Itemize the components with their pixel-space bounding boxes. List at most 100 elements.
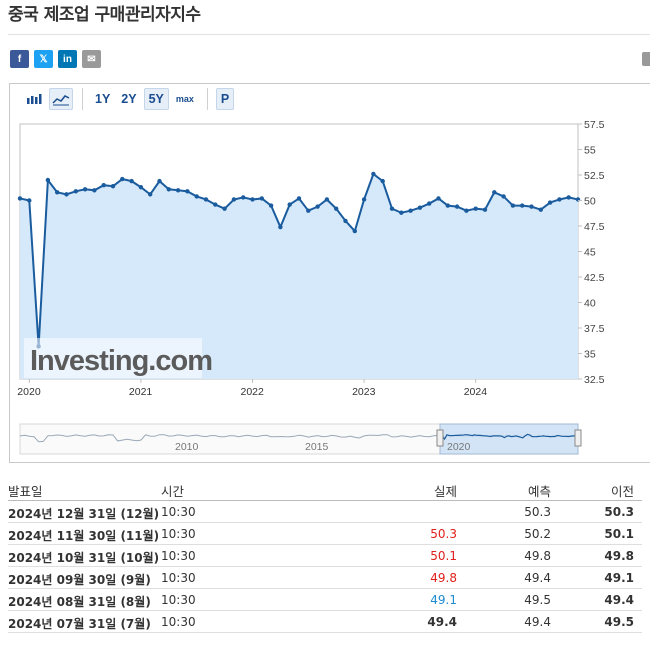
data-point [306,208,311,213]
area-chart-type-icon[interactable] [49,88,73,110]
data-point [259,196,264,201]
header-date[interactable]: 발표일 [8,484,43,499]
p-button[interactable]: P [215,88,235,110]
header-time[interactable]: 시간 [161,484,185,499]
data-point [566,195,571,200]
forecast-value: 49.8 [524,549,551,563]
data-point [417,205,423,210]
data-point [501,194,506,199]
forecast-value: 49.5 [524,593,551,607]
header-actual[interactable]: 실제 [433,484,457,499]
data-point [64,192,69,197]
data-point [166,187,171,192]
data-point [520,203,525,208]
print-icon[interactable] [642,52,650,66]
linkedin-share-button[interactable]: in [58,50,77,68]
navigator-selected-line [439,433,579,441]
data-point [287,202,292,207]
data-point [73,189,78,194]
table-row: 2024년 09월 30일 (9월) 10:30 49.8 49.4 49.1 [8,567,642,589]
table-row: 2024년 10월 31일 (10월) 10:30 50.1 49.8 49.8 [8,545,642,567]
title-divider [8,34,650,35]
x-share-button[interactable]: 𝕏 [34,50,53,68]
investing-watermark-logo: Investing.com [30,345,212,377]
data-point [408,208,413,213]
table-row: 2024년 12월 31일 (12월) 10:30 50.3 50.3 [8,501,642,523]
series-area-fill [20,173,578,379]
release-time: 10:30 [161,505,196,519]
navigator-right-handle[interactable] [574,429,582,447]
y-tick-label: 47.5 [584,221,605,233]
toolbar-divider [206,88,208,110]
data-point [17,196,23,201]
release-time: 10:30 [161,527,196,541]
previous-value: 49.8 [604,549,634,563]
navigator-year-label: 2015 [305,441,329,453]
actual-value: 49.1 [430,593,457,607]
data-point [361,197,367,202]
data-point [380,178,385,184]
x-tick-label: 2022 [241,386,265,398]
release-time: 10:30 [161,593,196,607]
data-point [278,224,283,230]
data-point [175,188,181,193]
release-date: 2024년 12월 31일 (12월) [8,507,160,521]
bar-chart-type-icon[interactable] [22,88,46,110]
table-row: 2024년 11월 30일 (11월) 10:30 50.3 50.2 50.1 [8,523,642,545]
data-point [389,206,395,211]
data-point [547,200,553,205]
data-point [213,202,218,207]
data-point [482,207,488,212]
actual-value: 49.4 [427,615,457,629]
release-table: 발표일 시간 실제 예측 이전 2024년 12월 31일 (12월) 10:30… [8,478,642,633]
forecast-value: 50.3 [524,505,551,519]
data-point [55,190,60,195]
header-previous[interactable]: 이전 [610,484,634,499]
email-share-button[interactable]: ✉ [82,50,101,68]
range-navigator[interactable]: 2010 2015 2020 [10,414,650,459]
forecast-value: 49.4 [524,571,551,585]
data-point [185,189,190,194]
data-point [427,201,432,206]
release-date: 2024년 08월 31일 (8월) [8,595,151,609]
y-tick-label: 32.5 [584,374,605,386]
data-point [352,228,357,234]
release-time: 10:30 [161,549,196,563]
y-tick-label: 40 [584,298,596,310]
forecast-value: 50.2 [524,527,551,541]
navigator-year-label: 2020 [447,441,471,453]
data-point [464,208,469,213]
previous-value: 50.3 [604,505,634,519]
data-point [110,184,116,189]
navigator-left-handle[interactable] [436,429,444,447]
release-date: 2024년 07월 31일 (7월) [8,617,151,631]
actual-value: 50.1 [430,549,457,563]
previous-value: 49.1 [604,571,634,585]
table-row: 2024년 07월 31일 (7월) 10:30 49.4 49.4 49.5 [8,611,642,633]
data-point [557,197,562,202]
data-point [315,204,320,209]
range-1y-button[interactable]: 1Y [95,92,111,106]
facebook-share-button[interactable]: f [10,50,29,68]
data-point [222,206,227,211]
x-tick-label: 2024 [464,386,488,398]
data-point [492,190,497,195]
y-tick-label: 50 [584,196,596,208]
range-2y-button[interactable]: 2Y [121,92,137,106]
chart-toolbar: 1Y 2Y 5Y max P [22,86,237,112]
range-5y-button[interactable]: 5Y [143,88,169,110]
x-tick-label: 2020 [17,386,41,398]
data-point [101,183,106,188]
data-point [399,210,404,215]
data-point [296,196,302,201]
y-tick-label: 57.5 [584,119,605,131]
data-point [27,198,32,203]
range-max-button[interactable]: max [175,94,194,104]
data-point [82,187,88,192]
x-tick-label: 2021 [129,386,153,398]
data-point [538,207,543,212]
header-forecast[interactable]: 예측 [527,484,551,499]
data-point [45,177,51,183]
release-date: 2024년 09월 30일 (9월) [8,573,151,587]
data-point [529,204,534,209]
